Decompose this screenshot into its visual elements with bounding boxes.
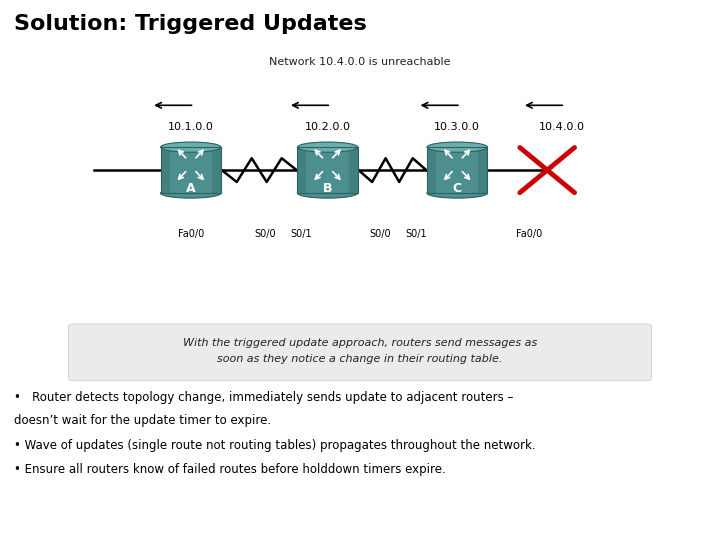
Text: Solution: Triggered Updates: Solution: Triggered Updates bbox=[14, 14, 367, 33]
Text: Fa0/0: Fa0/0 bbox=[178, 230, 204, 240]
Bar bbox=[212, 147, 221, 193]
Text: S0/1: S0/1 bbox=[405, 230, 427, 240]
Bar bbox=[427, 147, 487, 193]
Text: •   Router detects topology change, immediately sends update to adjacent routers: • Router detects topology change, immedi… bbox=[14, 392, 514, 404]
Text: • Wave of updates (single route not routing tables) propagates throughout the ne: • Wave of updates (single route not rout… bbox=[14, 439, 536, 452]
Text: With the triggered update approach, routers send messages as: With the triggered update approach, rout… bbox=[183, 338, 537, 348]
Text: S0/0: S0/0 bbox=[254, 230, 276, 240]
Bar bbox=[297, 147, 307, 193]
Ellipse shape bbox=[297, 188, 358, 198]
Bar bbox=[161, 147, 221, 193]
Ellipse shape bbox=[161, 188, 221, 198]
Bar bbox=[478, 147, 487, 193]
Text: C: C bbox=[453, 182, 462, 195]
Bar bbox=[161, 147, 170, 193]
Bar bbox=[348, 147, 358, 193]
Text: S0/1: S0/1 bbox=[290, 230, 312, 240]
Text: doesn’t wait for the update timer to expire.: doesn’t wait for the update timer to exp… bbox=[14, 414, 271, 427]
Ellipse shape bbox=[427, 142, 487, 152]
Text: B: B bbox=[323, 182, 333, 195]
Ellipse shape bbox=[161, 142, 221, 152]
Bar bbox=[297, 147, 358, 193]
Text: S0/0: S0/0 bbox=[369, 230, 391, 240]
Text: Fa0/0: Fa0/0 bbox=[516, 230, 542, 240]
Text: 10.1.0.0: 10.1.0.0 bbox=[168, 122, 214, 132]
Text: soon as they notice a change in their routing table.: soon as they notice a change in their ro… bbox=[217, 354, 503, 364]
FancyBboxPatch shape bbox=[68, 324, 652, 381]
Text: 10.4.0.0: 10.4.0.0 bbox=[539, 122, 585, 132]
Text: Network 10.4.0.0 is unreachable: Network 10.4.0.0 is unreachable bbox=[269, 57, 451, 67]
Ellipse shape bbox=[297, 142, 358, 152]
Bar bbox=[427, 147, 436, 193]
Ellipse shape bbox=[427, 188, 487, 198]
Text: • Ensure all routers know of failed routes before holddown timers expire.: • Ensure all routers know of failed rout… bbox=[14, 463, 446, 476]
Text: 10.2.0.0: 10.2.0.0 bbox=[305, 122, 351, 132]
Text: 10.3.0.0: 10.3.0.0 bbox=[434, 122, 480, 132]
Text: A: A bbox=[186, 182, 196, 195]
